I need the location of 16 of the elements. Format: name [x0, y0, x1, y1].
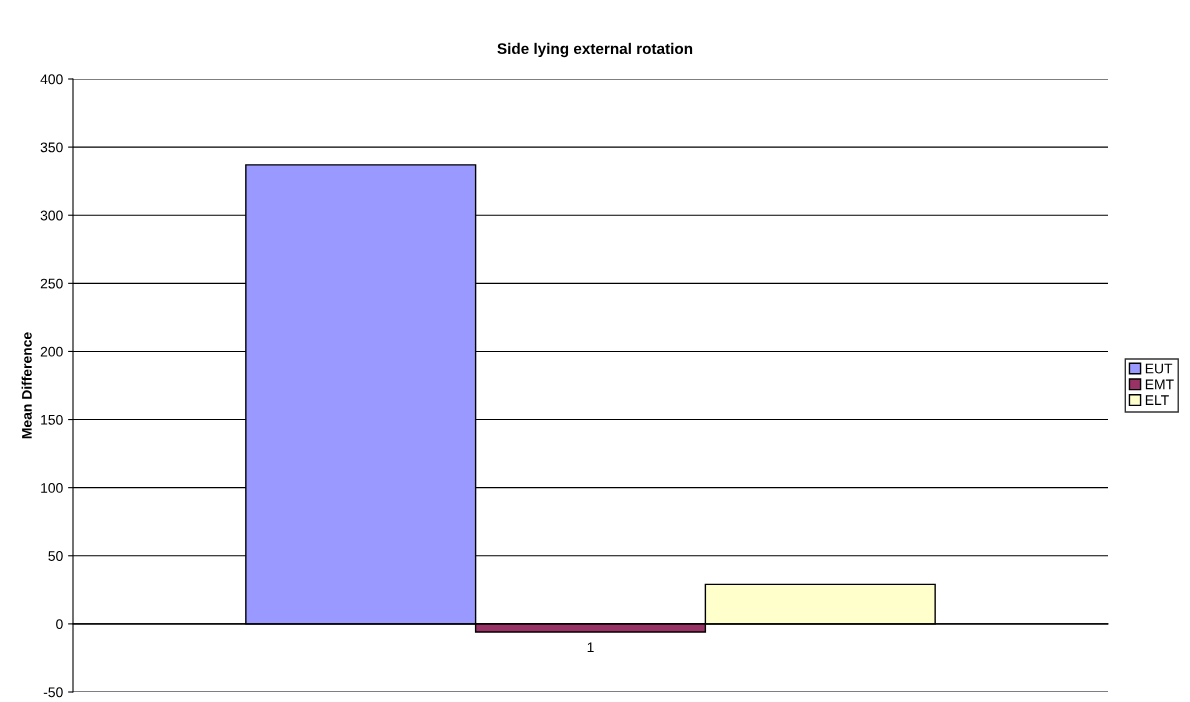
legend-label: EMT	[1145, 379, 1174, 390]
y-tick-label: 0	[56, 619, 63, 630]
y-tick-label: 150	[41, 414, 63, 425]
chart-title: Side lying external rotation	[497, 42, 693, 58]
y-tick-label: 200	[40, 346, 63, 357]
y-tick-label: 250	[40, 278, 63, 289]
y-tick-label: 350	[40, 142, 63, 153]
y-tick-label: 300	[40, 210, 63, 221]
legend-label: ELT	[1145, 395, 1169, 405]
legend-label: EUT	[1145, 363, 1173, 374]
y-tick-label: 50	[48, 551, 63, 561]
y-tick-label: -50	[43, 687, 63, 698]
y-tick-label: 100	[41, 483, 63, 493]
y-tick-label: 400	[40, 74, 63, 85]
y-axis-title: Mean Difference	[21, 332, 32, 439]
x-tick-label: 1	[587, 642, 594, 653]
